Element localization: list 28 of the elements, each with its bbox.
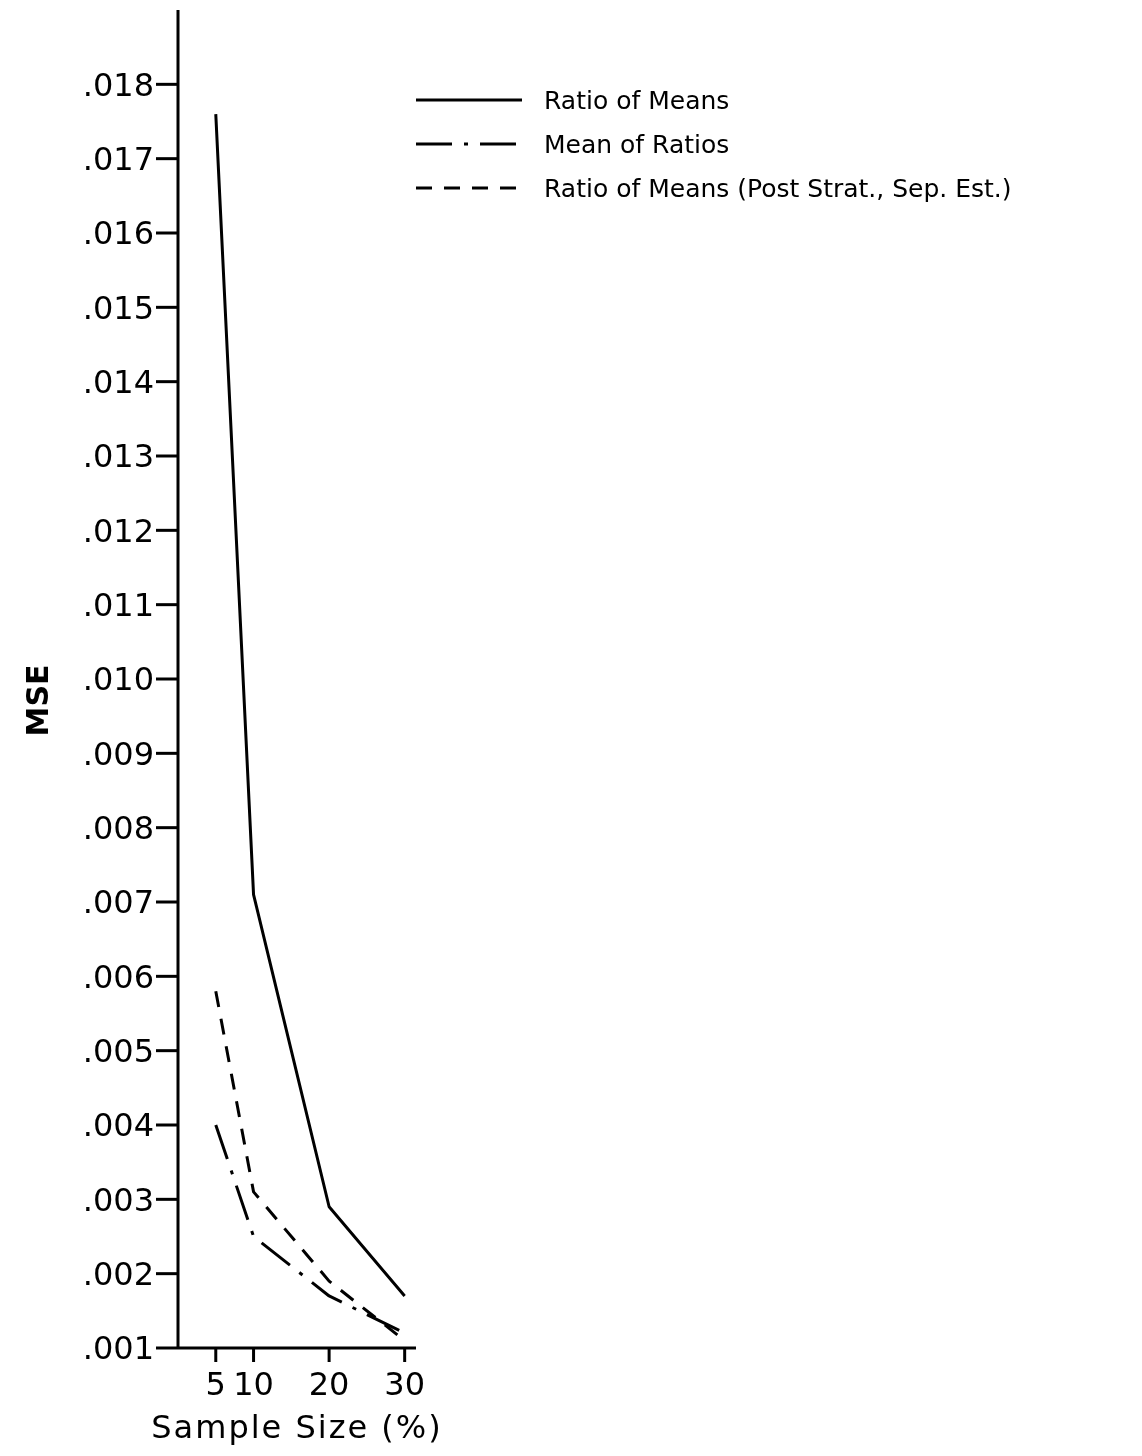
y-tick-label: .015 [82, 288, 154, 327]
y-tick-label: .006 [82, 957, 154, 996]
y-tick-label: .014 [82, 363, 154, 402]
y-tick-label: .002 [82, 1255, 154, 1294]
y-tick-label: .017 [82, 140, 154, 179]
y-tick-label: .003 [82, 1180, 154, 1219]
y-tick-label: .011 [82, 586, 154, 625]
y-tick-label: .010 [82, 660, 154, 699]
legend-label: Ratio of Means [544, 85, 730, 115]
y-tick-label: .016 [82, 214, 154, 253]
y-tick-label: .001 [82, 1329, 154, 1368]
y-tick-label: .009 [82, 734, 154, 773]
legend-label: Ratio of Means (Post Strat., Sep. Est.) [544, 173, 1012, 203]
y-tick-label: .005 [82, 1032, 154, 1071]
y-tick-label: .018 [82, 65, 154, 104]
x-tick-label: 10 [233, 1364, 274, 1403]
x-tick-label: 30 [384, 1364, 426, 1403]
legend-label: Mean of Ratios [544, 129, 730, 159]
x-axis-title: Sample Size (%) [151, 1408, 443, 1446]
y-tick-label: .008 [82, 809, 154, 848]
x-tick-label: 5 [205, 1364, 226, 1403]
y-tick-label: .013 [82, 437, 154, 476]
y-tick-label: .007 [82, 883, 154, 922]
x-tick-label: 20 [308, 1364, 350, 1403]
y-tick-label: .012 [82, 511, 154, 550]
y-tick-label: .004 [82, 1106, 154, 1145]
line-series [214, 112, 407, 1298]
y-axis-title: MSE [20, 664, 56, 736]
